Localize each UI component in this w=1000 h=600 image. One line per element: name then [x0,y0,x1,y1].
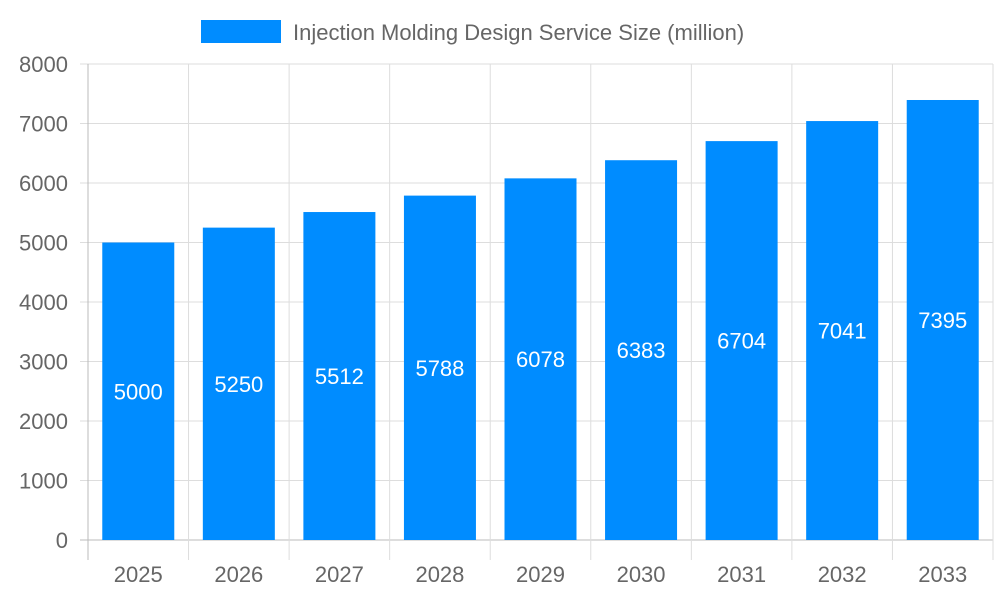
data-label: 5000 [114,379,163,404]
data-label: 5250 [214,372,263,397]
x-tick-label: 2027 [315,562,364,587]
y-tick-label: 3000 [19,350,68,375]
x-tick-label: 2026 [214,562,263,587]
bar [504,178,577,540]
bars: 5000 5250 5512 5788 6078 6383 6704 7041 7395 [102,99,979,541]
bar [403,195,476,540]
legend[interactable]: Injection Molding Design Service Size (m… [201,20,744,45]
y-tick-label: 5000 [19,231,68,256]
data-label: 5788 [415,356,464,381]
x-tick-label: 2029 [516,562,565,587]
data-label: 7041 [818,319,867,344]
bar [102,242,175,540]
legend-swatch [201,20,281,43]
y-tick-label: 0 [56,528,68,553]
y-tick-label: 8000 [19,52,68,77]
legend-label: Injection Molding Design Service Size (m… [293,20,744,45]
bar [303,212,376,540]
x-tick-label: 2028 [415,562,464,587]
y-tick-label: 2000 [19,409,68,434]
data-label: 6383 [617,338,666,363]
data-label: 6704 [717,329,766,354]
bar [705,141,778,540]
y-tick-label: 6000 [19,171,68,196]
y-tick-label: 1000 [19,469,68,494]
bar [605,160,678,541]
x-tick-label: 2031 [717,562,766,587]
x-tick-label: 2032 [818,562,867,587]
y-tick-label: 4000 [19,290,68,315]
x-tick-label: 2025 [114,562,163,587]
data-label: 6078 [516,347,565,372]
x-tick-label: 2033 [918,562,967,587]
axes: 0 1000 2000 3000 4000 5000 6000 7000 8000 2025 202… [19,52,967,587]
bar [806,121,879,541]
bar [906,99,979,540]
data-label: 7395 [918,308,967,333]
bar [202,227,275,540]
data-label: 5512 [315,364,364,389]
x-tick-label: 2030 [617,562,666,587]
y-tick-label: 7000 [19,112,68,137]
